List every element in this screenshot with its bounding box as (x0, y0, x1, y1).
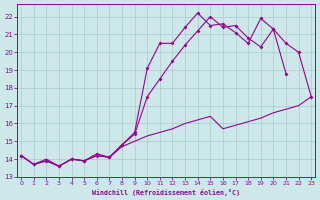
X-axis label: Windchill (Refroidissement éolien,°C): Windchill (Refroidissement éolien,°C) (92, 189, 240, 196)
